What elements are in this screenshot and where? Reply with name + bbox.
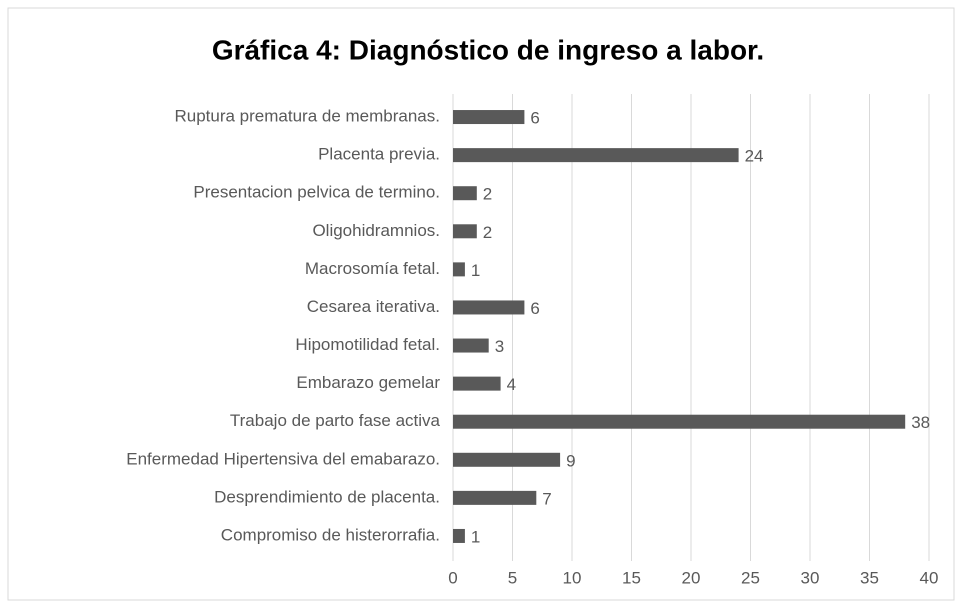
data-label: 9 — [566, 451, 575, 470]
y-tick-label: Oligohidramnios. — [312, 221, 440, 240]
bar — [453, 262, 465, 277]
data-label: 1 — [471, 527, 480, 546]
y-tick-label: Presentacion pelvica de termino. — [193, 183, 440, 202]
y-tick-label: Trabajo de parto fase activa — [230, 411, 441, 430]
bar — [453, 490, 537, 505]
x-tick-label: 25 — [741, 568, 760, 587]
data-label: 2 — [483, 223, 492, 242]
data-label: 6 — [530, 299, 539, 318]
x-tick-label: 15 — [622, 568, 641, 587]
bar — [453, 376, 501, 391]
data-label: 7 — [542, 489, 551, 508]
bar — [453, 452, 561, 467]
y-tick-label: Cesarea iterativa. — [307, 297, 440, 316]
bar — [453, 110, 525, 125]
y-tick-label: Macrosomía fetal. — [305, 259, 440, 278]
bar — [453, 148, 739, 163]
x-tick-label: 5 — [508, 568, 517, 587]
y-tick-label: Enfermedad Hipertensiva del emabarazo. — [126, 449, 440, 468]
bar — [453, 414, 906, 429]
x-tick-label: 20 — [682, 568, 701, 587]
x-tick-label: 10 — [563, 568, 582, 587]
bar — [453, 338, 489, 353]
bar — [453, 186, 477, 201]
x-tick-label: 40 — [920, 568, 939, 587]
data-label: 6 — [530, 109, 539, 128]
bar — [453, 300, 525, 315]
chart-title: Gráfica 4: Diagnóstico de ingreso a labo… — [212, 34, 764, 65]
bar — [453, 224, 477, 239]
y-tick-label: Compromiso de histerorrafia. — [221, 525, 440, 544]
data-label: 2 — [483, 185, 492, 204]
data-label: 4 — [507, 375, 516, 394]
y-tick-label: Desprendimiento de placenta. — [214, 487, 440, 506]
y-tick-label: Ruptura prematura de membranas. — [174, 107, 440, 126]
x-tick-label: 30 — [801, 568, 820, 587]
y-tick-label: Embarazo gemelar — [296, 373, 440, 392]
data-label: 3 — [495, 337, 504, 356]
y-tick-label: Hipomotilidad fetal. — [295, 335, 440, 354]
data-label: 24 — [745, 147, 764, 166]
x-tick-label: 35 — [860, 568, 879, 587]
bar — [453, 528, 465, 543]
data-label: 38 — [911, 413, 930, 432]
y-tick-label: Placenta previa. — [318, 145, 440, 164]
data-label: 1 — [471, 261, 480, 280]
x-tick-label: 0 — [448, 568, 457, 587]
